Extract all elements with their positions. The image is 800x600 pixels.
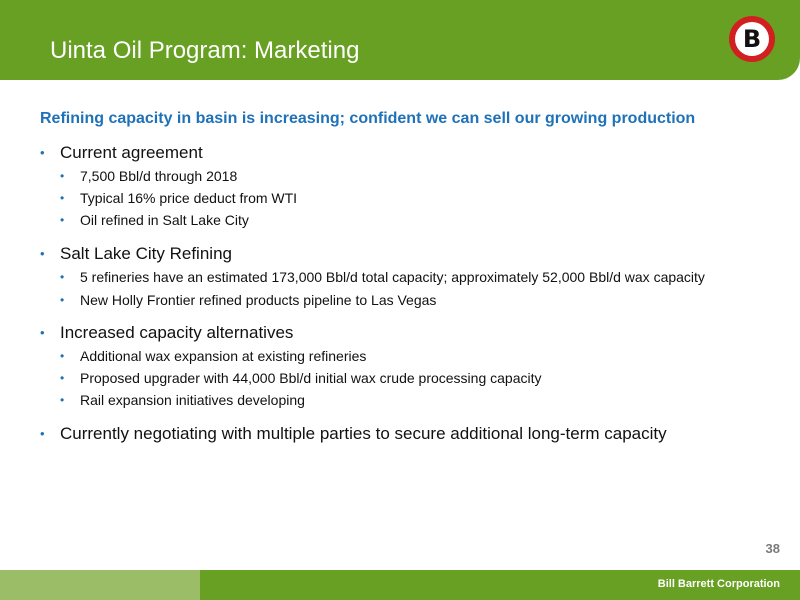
bullet-dot: • <box>40 145 45 160</box>
page-number: 38 <box>765 541 780 556</box>
bullet-dot: • <box>40 426 45 441</box>
bullet-text: Current agreement <box>60 143 203 162</box>
sub-bullet-text: Proposed upgrader with 44,000 Bbl/d init… <box>80 370 542 386</box>
bullet-dot: • <box>60 270 65 284</box>
sub-bullet-text: 7,500 Bbl/d through 2018 <box>80 168 238 184</box>
logo-center: B <box>735 22 769 56</box>
logo-letter: B <box>742 25 762 53</box>
sub-bullet-text: Additional wax expansion at existing ref… <box>80 348 367 364</box>
footer-bar-light <box>0 570 200 600</box>
company-logo: B <box>729 16 775 62</box>
bullet-dot: • <box>40 246 45 261</box>
slide-subtitle: Refining capacity in basin is increasing… <box>40 110 696 127</box>
bullet-text: Currently negotiating with multiple part… <box>60 424 667 443</box>
bullet-dot: • <box>60 293 65 307</box>
bullet-dot: • <box>40 325 45 340</box>
header-bar: Uinta Oil Program: Marketing B <box>0 0 800 80</box>
bullet-dot: • <box>60 349 65 363</box>
company-name: Bill Barrett Corporation <box>657 578 780 590</box>
bullet-dot: • <box>60 371 65 385</box>
bullet-dot: • <box>60 169 65 183</box>
bullet-dot: • <box>60 393 65 407</box>
sub-bullet-text: 5 refineries have an estimated 173,000 B… <box>80 269 705 285</box>
page-title: Uinta Oil Program: Marketing <box>50 37 360 64</box>
bullet-dot: • <box>60 213 65 227</box>
sub-bullet-text: Oil refined in Salt Lake City <box>80 212 249 228</box>
bullet-text: Increased capacity alternatives <box>60 323 294 342</box>
sub-bullet-text: New Holly Frontier refined products pipe… <box>80 292 437 308</box>
sub-bullet-text: Typical 16% price deduct from WTI <box>80 190 298 206</box>
sub-bullet-text: Rail expansion initiatives developing <box>80 392 305 408</box>
footer-bar: Bill Barrett Corporation <box>200 570 800 600</box>
bullet-dot: • <box>60 191 65 205</box>
bullet-text: Salt Lake City Refining <box>60 244 232 263</box>
